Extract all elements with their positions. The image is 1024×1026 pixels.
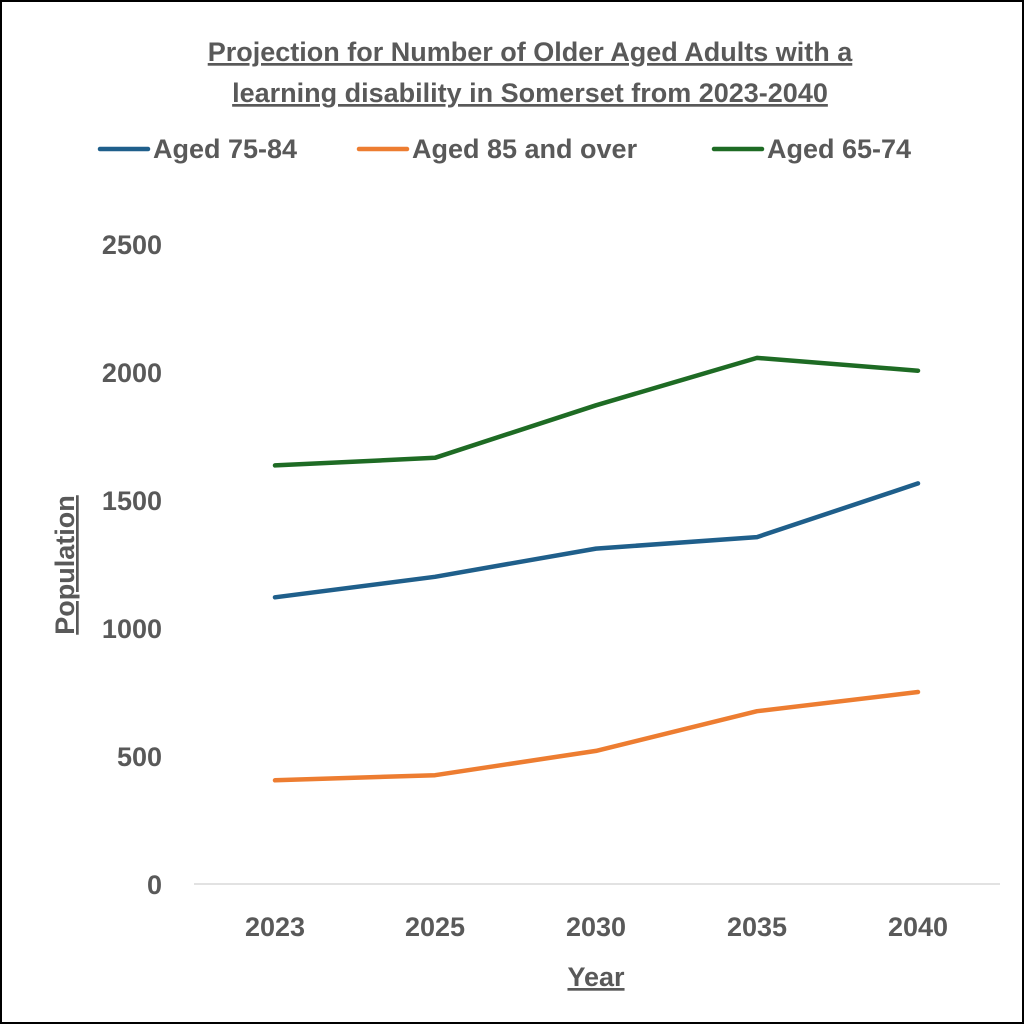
y-tick-label: 1500 — [102, 486, 162, 516]
legend-label: Aged 75-84 — [153, 134, 297, 164]
y-tick-label: 2000 — [102, 358, 162, 388]
chart-title-line-2: learning disability in Somerset from 202… — [232, 78, 828, 108]
y-tick-label: 1000 — [102, 614, 162, 644]
x-tick-label: 2035 — [727, 912, 787, 942]
y-tick-label: 500 — [117, 742, 162, 772]
y-axis-title: Population — [50, 495, 80, 634]
chart-title-line-1: Projection for Number of Older Aged Adul… — [208, 37, 854, 67]
series-line-1 — [272, 481, 921, 600]
y-tick-label: 0 — [147, 870, 162, 900]
legend: Aged 75-84 Aged 85 and over Aged 65-74 — [97, 134, 911, 164]
series-line-3 — [272, 355, 921, 468]
x-axis-title: Year — [567, 962, 625, 992]
series-lines — [272, 355, 921, 783]
x-tick-label: 2023 — [245, 912, 305, 942]
series-line-2 — [272, 689, 921, 783]
y-tick-label: 2500 — [102, 230, 162, 260]
legend-label: Aged 85 and over — [412, 134, 638, 164]
x-tick-label: 2025 — [405, 912, 465, 942]
x-axis-ticks: 2023 2025 2030 2035 2040 — [245, 912, 948, 942]
y-axis-ticks: 0 500 1000 1500 2000 2500 — [102, 230, 162, 900]
x-tick-label: 2030 — [566, 912, 626, 942]
x-tick-label: 2040 — [888, 912, 948, 942]
legend-label: Aged 65-74 — [767, 134, 911, 164]
